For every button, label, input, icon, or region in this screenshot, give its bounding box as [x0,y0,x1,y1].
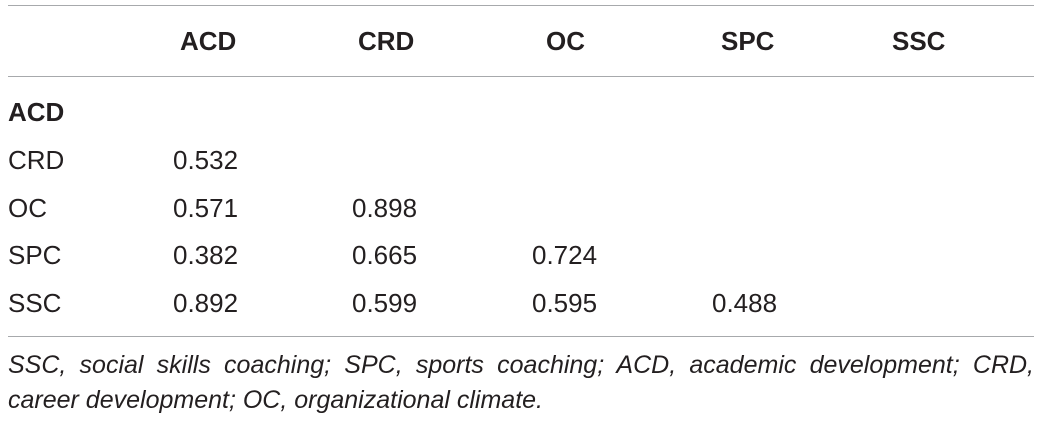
row-label-spc: SPC [8,240,62,270]
column-header-spc: SPC [721,26,775,56]
table-footnote: SSC, social skills coaching; SPC, sports… [8,351,1034,414]
table-cell-oc-crd: 0.898 [352,193,418,223]
table-cell-spc-oc: 0.724 [532,240,598,270]
column-header-oc: OC [546,26,585,56]
table-cell-spc-acd: 0.382 [173,240,239,270]
row-label-oc: OC [8,193,47,223]
table-cell-ssc-oc: 0.595 [532,288,598,318]
column-header-acd: ACD [180,26,237,56]
table-cell-spc-crd: 0.665 [352,240,418,270]
table-cell-oc-acd: 0.571 [173,193,239,223]
row-label-crd: CRD [8,145,65,175]
column-header-ssc: SSC [892,26,946,56]
table-cell-ssc-acd: 0.892 [173,288,239,318]
table-cell-crd-acd: 0.532 [173,145,239,175]
row-label-acd: ACD [8,97,65,127]
table-bottom-rule [8,336,1034,337]
row-label-ssc: SSC [8,288,62,318]
table-cell-ssc-crd: 0.599 [352,288,418,318]
table-cell-ssc-spc: 0.488 [712,288,778,318]
table-top-rule [8,5,1034,6]
table-header-rule [8,76,1034,77]
column-header-crd: CRD [358,26,415,56]
